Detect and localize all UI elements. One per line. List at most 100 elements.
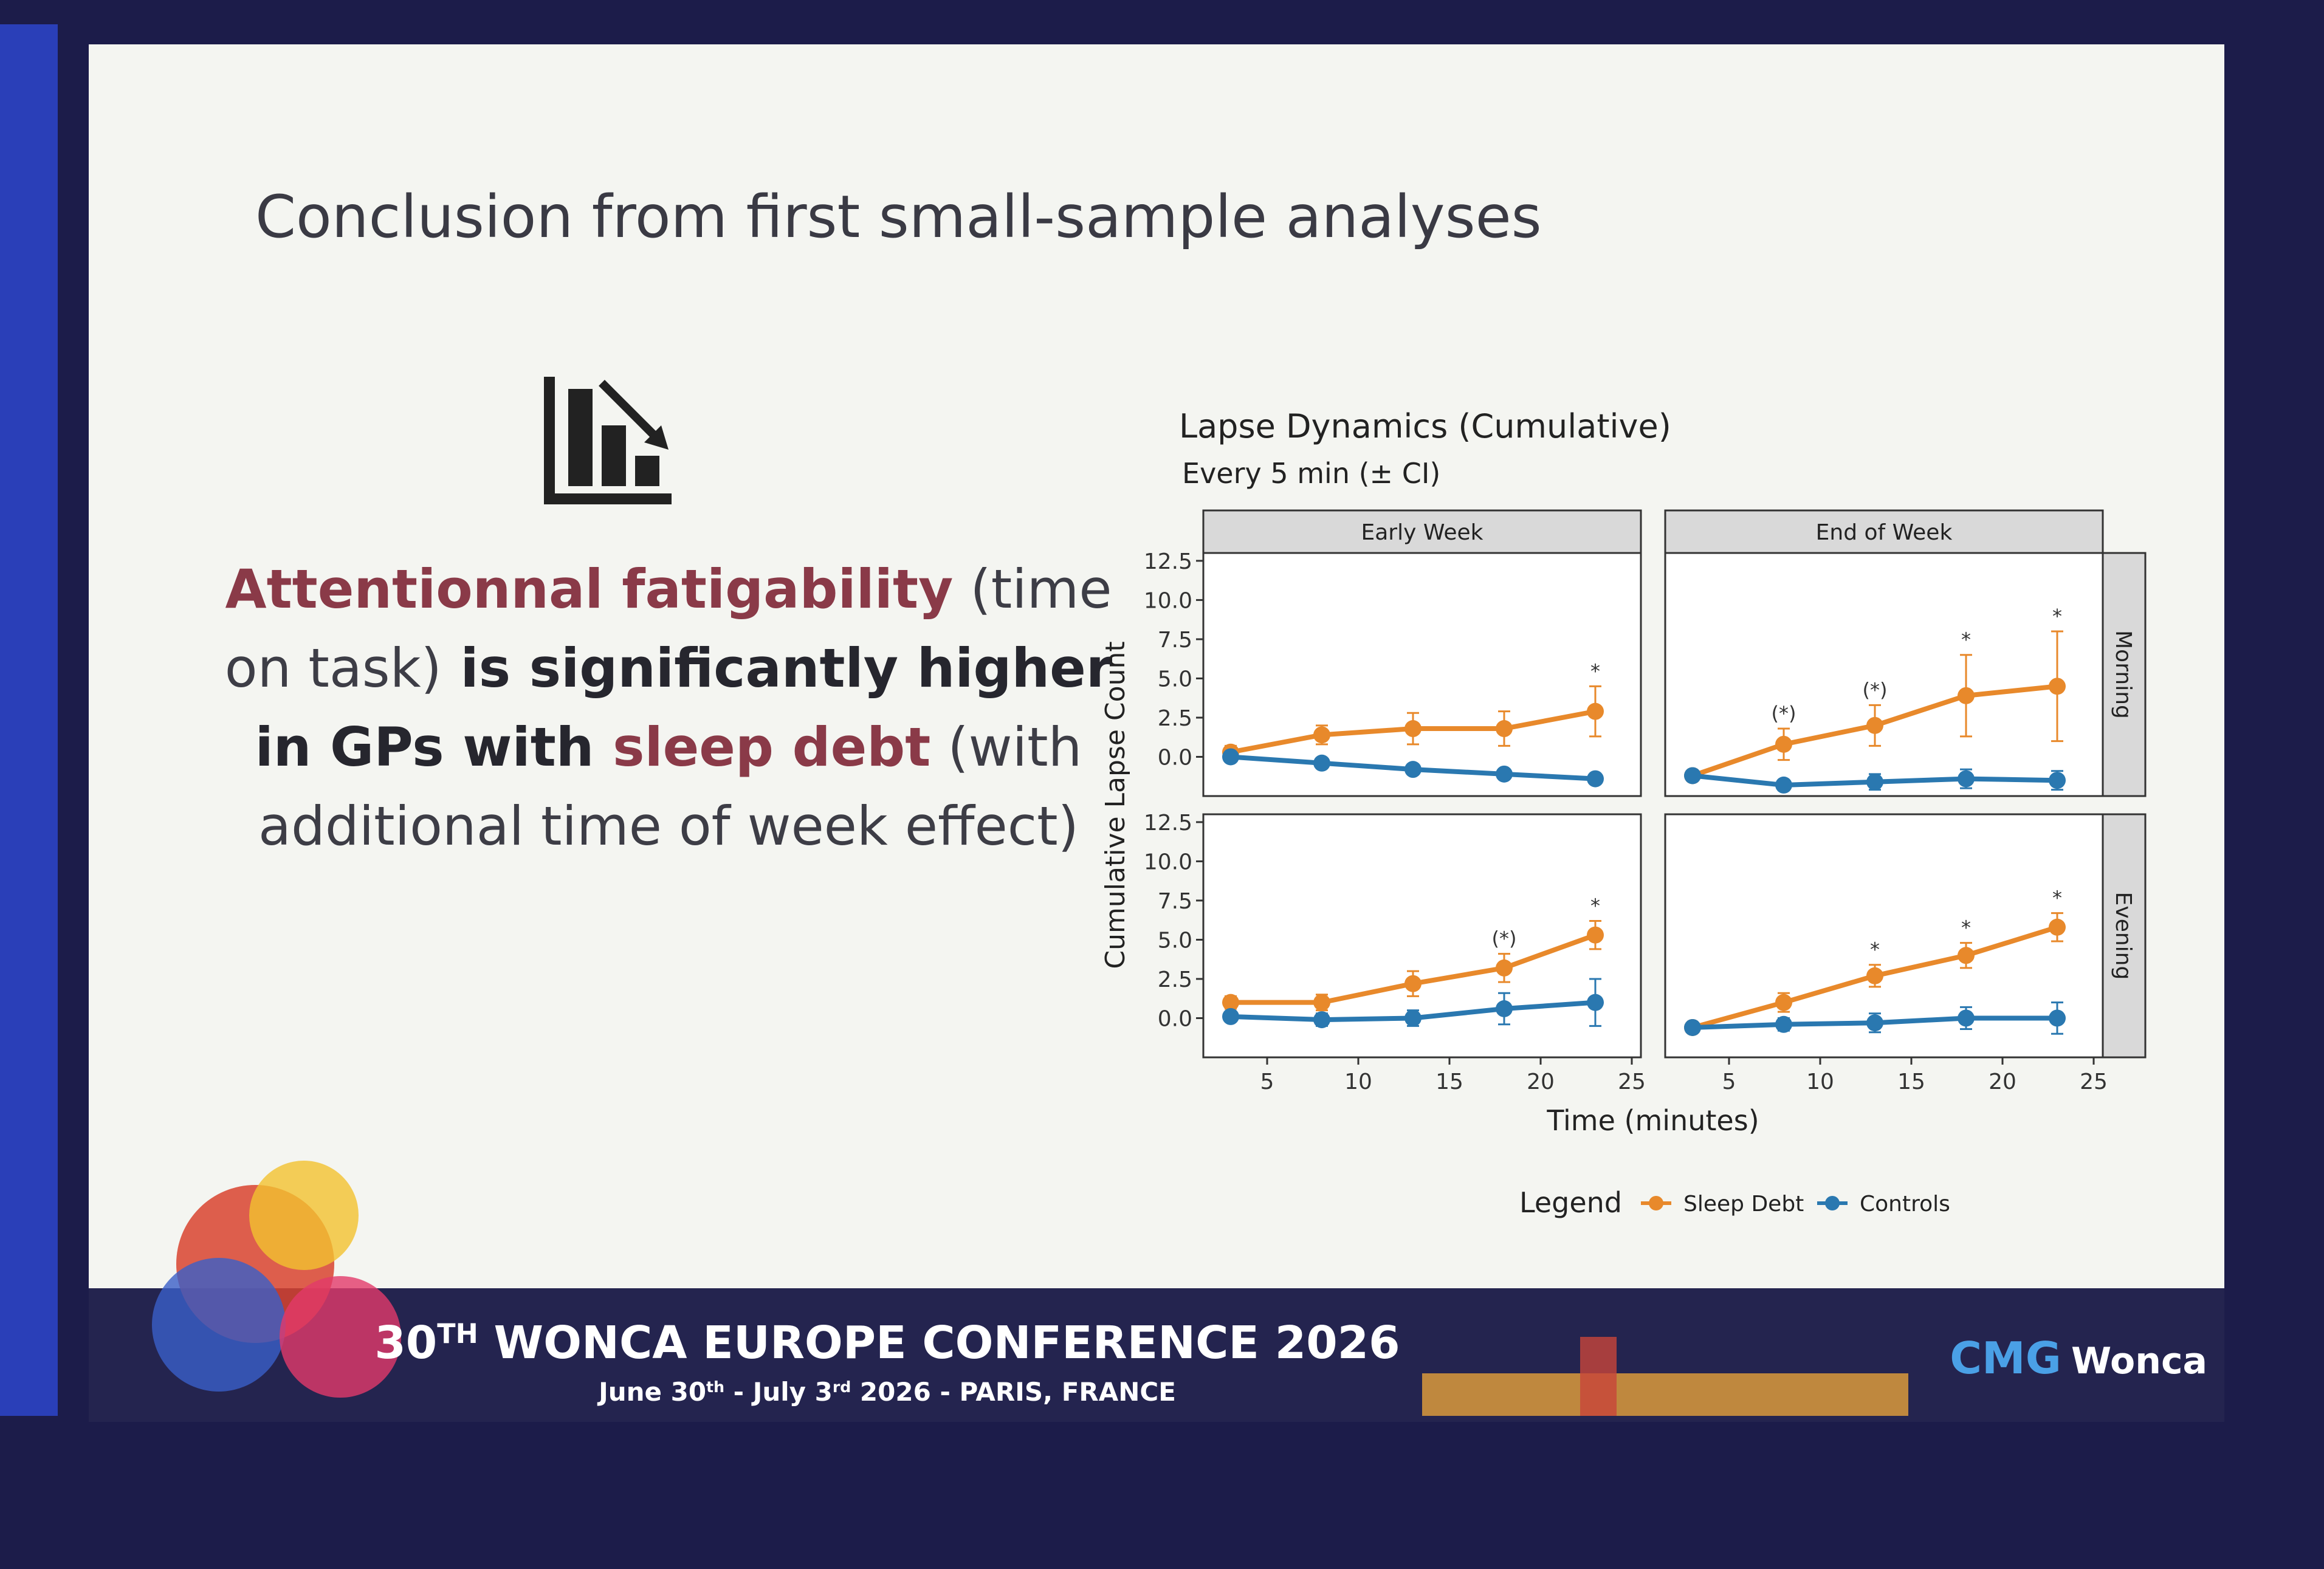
facet-column-label: End of Week xyxy=(1816,520,1953,545)
x-tick-label: 20 xyxy=(1989,1069,2016,1094)
body-segment: additional time of week effect) xyxy=(258,795,1079,857)
chart: Lapse Dynamics (Cumulative) Every 5 min (… xyxy=(1100,407,2147,1219)
logo-wonca: Wonca xyxy=(2071,1340,2207,1382)
data-point xyxy=(1587,994,1604,1011)
chart-title: Lapse Dynamics (Cumulative) xyxy=(1179,407,1671,445)
body-segment: Attentionnal fatigability xyxy=(225,558,953,620)
body-line: in GPs with sleep debt (with xyxy=(255,716,1082,778)
y-axis-label: Cumulative Lapse Count xyxy=(1100,641,1131,969)
y-tick-label: 5.0 xyxy=(1158,667,1192,692)
x-tick-label: 25 xyxy=(2080,1069,2108,1094)
panel xyxy=(1202,552,1642,797)
y-tick-label: 12.5 xyxy=(1144,811,1192,836)
body-segment: (time xyxy=(953,558,1112,620)
significance-label: * xyxy=(1590,659,1600,682)
footer-text: 30 xyxy=(374,1317,437,1369)
significance-label: * xyxy=(1961,916,1971,939)
facet-strip xyxy=(1664,509,2104,554)
data-point xyxy=(1958,687,1975,704)
body-line: on task) is significantly higher xyxy=(225,637,1113,699)
data-point xyxy=(1958,770,1975,788)
x-tick-label: 5 xyxy=(1260,1069,1274,1094)
data-point xyxy=(1222,1008,1239,1025)
significance-label: * xyxy=(2052,887,2062,910)
x-tick-label: 5 xyxy=(1722,1069,1736,1094)
data-point xyxy=(2049,1009,2066,1027)
y-tick-label: 12.5 xyxy=(1144,549,1192,574)
significance-label: (*) xyxy=(1863,678,1888,701)
data-point xyxy=(1866,716,1883,734)
slide-body: Attentionnal fatigability (time on task) … xyxy=(225,558,1113,857)
body-segment: on task) xyxy=(225,637,442,699)
data-point xyxy=(1866,1014,1883,1032)
data-point xyxy=(1404,975,1422,992)
footer-text: th xyxy=(706,1378,724,1396)
data-point xyxy=(2049,678,2066,695)
slide-title: Conclusion from first small-sample analy… xyxy=(255,183,1542,251)
data-point xyxy=(1684,767,1701,784)
data-point xyxy=(1866,773,1883,791)
data-point xyxy=(1775,1015,1792,1033)
data-point xyxy=(1496,959,1513,977)
significance-label: * xyxy=(1961,628,1971,651)
facet-column-label: Early Week xyxy=(1361,520,1483,545)
data-point xyxy=(1496,720,1513,738)
y-tick-label: 10.0 xyxy=(1144,588,1192,613)
y-tick-label: 2.5 xyxy=(1158,706,1192,731)
y-tick-label: 7.5 xyxy=(1158,889,1192,914)
data-point xyxy=(1587,770,1604,788)
significance-label: (*) xyxy=(1492,927,1517,950)
data-point xyxy=(1958,1009,1975,1027)
footer-text: rd xyxy=(833,1378,851,1396)
footer-text: - July 3 xyxy=(724,1377,833,1407)
body-segment: in GPs with xyxy=(255,716,613,778)
data-point xyxy=(1684,1018,1701,1036)
legend-title: Legend xyxy=(1519,1186,1622,1219)
x-tick-label: 15 xyxy=(1435,1069,1463,1094)
data-point xyxy=(1958,947,1975,964)
significance-label: * xyxy=(2052,605,2062,628)
data-point xyxy=(1222,994,1239,1011)
facet-strip xyxy=(2102,813,2147,1059)
data-point xyxy=(1404,720,1422,738)
data-point xyxy=(1496,765,1513,783)
legend-label: Controls xyxy=(1860,1192,1950,1217)
data-point xyxy=(1775,735,1792,753)
conference-name: 30TH WONCA EUROPE CONFERENCE 2026 xyxy=(374,1317,1400,1369)
footer-text: WONCA EUROPE CONFERENCE 2026 xyxy=(478,1317,1400,1369)
footer-artwork xyxy=(152,1161,1908,1416)
data-point xyxy=(1313,754,1330,772)
data-point xyxy=(1222,748,1239,766)
x-tick-label: 10 xyxy=(1806,1069,1834,1094)
data-point xyxy=(1775,776,1792,794)
logo-cmg: CMG xyxy=(1950,1333,2061,1384)
body-segment: (with xyxy=(930,716,1082,778)
x-tick-label: 20 xyxy=(1527,1069,1555,1094)
x-tick-label: 15 xyxy=(1897,1069,1925,1094)
side-screen xyxy=(0,24,58,1416)
data-point xyxy=(2049,918,2066,936)
footer-text: 2026 - PARIS, FRANCE xyxy=(851,1377,1176,1407)
panel xyxy=(1202,813,1642,1059)
data-point xyxy=(1775,994,1792,1011)
chart-icon xyxy=(544,377,672,504)
conference-dates: June 30th - July 3rd 2026 - PARIS, FRANC… xyxy=(597,1377,1176,1407)
body-segment: is significantly higher xyxy=(442,637,1113,699)
x-axis-label: Time (minutes) xyxy=(1546,1104,1759,1137)
body-line: additional time of week effect) xyxy=(258,795,1079,857)
y-tick-label: 7.5 xyxy=(1158,628,1192,653)
data-point xyxy=(1404,761,1422,778)
significance-label: * xyxy=(1870,938,1880,961)
data-point xyxy=(2049,772,2066,789)
data-point xyxy=(1496,1000,1513,1017)
y-tick-label: 2.5 xyxy=(1158,967,1192,992)
body-line: Attentionnal fatigability (time xyxy=(225,558,1112,620)
data-point xyxy=(1313,726,1330,744)
y-tick-label: 0.0 xyxy=(1158,1006,1192,1031)
facet-row-label: Evening xyxy=(2111,892,2136,980)
body-segment: sleep debt xyxy=(613,716,930,778)
significance-label: (*) xyxy=(1772,702,1796,725)
data-point xyxy=(1313,994,1330,1011)
facet-strip xyxy=(2102,552,2147,797)
legend-swatch xyxy=(1825,1196,1840,1210)
